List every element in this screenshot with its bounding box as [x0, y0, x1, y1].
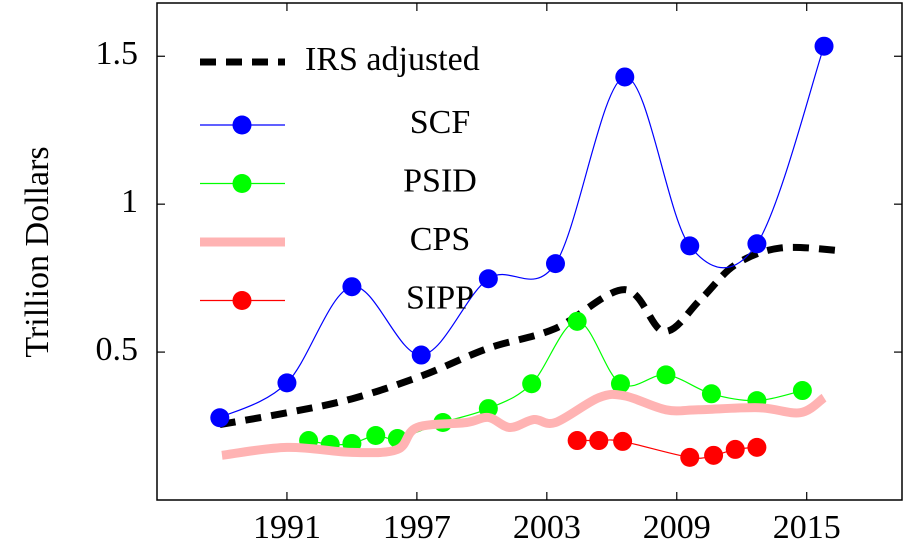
data-point — [411, 345, 431, 365]
data-point — [478, 269, 498, 289]
data-point — [567, 311, 587, 331]
data-point — [747, 234, 767, 254]
series-line — [219, 45, 825, 419]
legend-label: IRS adjusted — [305, 41, 480, 78]
x-tick-label: 2003 — [513, 509, 581, 546]
data-point — [522, 374, 542, 394]
legend-label: CPS — [410, 221, 471, 258]
x-tick-label: 2009 — [643, 509, 711, 546]
x-tick-label: 1991 — [253, 509, 321, 546]
y-axis-label: Trillion Dollars — [19, 146, 56, 357]
data-point — [680, 447, 700, 467]
legend-marker — [232, 174, 252, 193]
data-point — [610, 374, 630, 394]
data-point — [704, 445, 724, 465]
data-point — [747, 437, 767, 457]
legend-marker — [232, 291, 252, 310]
legend-label: PSID — [403, 162, 477, 199]
data-point — [342, 277, 362, 297]
legend-marker — [232, 115, 252, 135]
data-point — [615, 67, 635, 87]
legend-label: SCF — [410, 104, 471, 141]
y-tick-label: 1.5 — [96, 35, 139, 72]
data-point — [680, 236, 700, 256]
data-point — [656, 365, 676, 385]
series-line — [221, 389, 827, 460]
y-tick-label: 0.5 — [96, 331, 139, 368]
data-point — [277, 373, 297, 393]
data-point — [701, 384, 721, 404]
data-point — [366, 426, 386, 446]
legend-label: SIPP — [406, 279, 474, 316]
data-point — [545, 254, 565, 274]
data-point — [792, 381, 812, 401]
data-point — [567, 431, 587, 451]
x-tick-label: 2015 — [773, 509, 841, 546]
data-point — [725, 439, 745, 459]
data-point — [814, 36, 834, 56]
x-tick-label: 1997 — [383, 509, 451, 546]
y-tick-label: 1 — [121, 183, 138, 220]
data-point — [210, 408, 230, 428]
data-point — [613, 431, 633, 451]
data-point — [589, 431, 609, 451]
plot-frame — [156, 2, 903, 501]
